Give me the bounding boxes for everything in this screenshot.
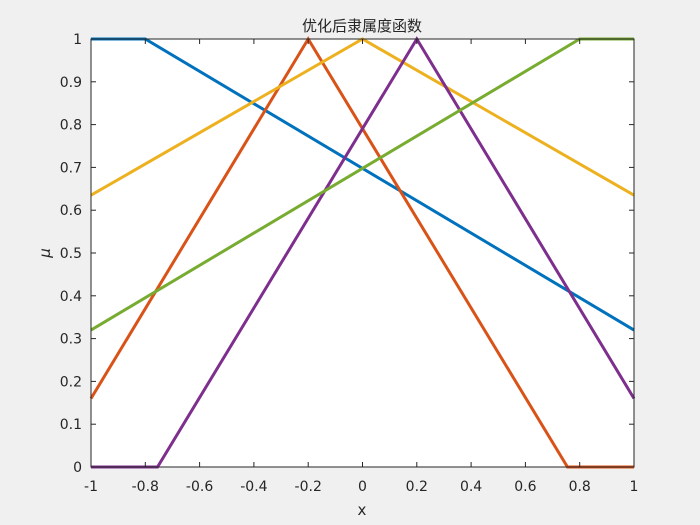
x-tick-label: -1	[84, 479, 98, 495]
y-tick-label: 0.2	[60, 374, 82, 390]
x-tick-label: -0.6	[186, 479, 213, 495]
y-tick-label: 0.9	[60, 75, 82, 91]
y-tick-label: 0.1	[60, 417, 82, 433]
axes-layer: -1 -0.8 -0.6 -0.4 -0.2 0 0.2 0.4 0.6 0.8 1 0 0.1 0.2 0…	[60, 32, 639, 495]
x-tick-label: -0.4	[240, 479, 267, 495]
y-axis-label: μ	[36, 248, 54, 259]
y-tick-label: 1	[73, 32, 82, 48]
x-axis-label: x	[358, 501, 367, 519]
y-tick-label: 0	[73, 460, 82, 476]
chart-title: 优化后隶属度函数	[302, 17, 422, 35]
y-tick-label: 0.8	[60, 118, 82, 134]
x-tick-label: 0	[358, 479, 367, 495]
y-tick-label: 0.3	[60, 332, 82, 348]
y-tick-label: 0.7	[60, 160, 82, 176]
x-tick-label: 0.6	[514, 479, 536, 495]
x-tick-label: 0.8	[569, 479, 591, 495]
x-tick-label: -0.2	[295, 479, 322, 495]
plot-area	[91, 39, 634, 467]
y-tick-label: 0.6	[60, 203, 82, 219]
x-tick-label: 0.2	[406, 479, 428, 495]
y-tick-label: 0.5	[60, 246, 82, 262]
x-tick-label: 1	[630, 479, 639, 495]
x-tick-label: 0.4	[460, 479, 482, 495]
y-tick-label: 0.4	[60, 289, 82, 305]
x-tick-label: -0.8	[132, 479, 159, 495]
